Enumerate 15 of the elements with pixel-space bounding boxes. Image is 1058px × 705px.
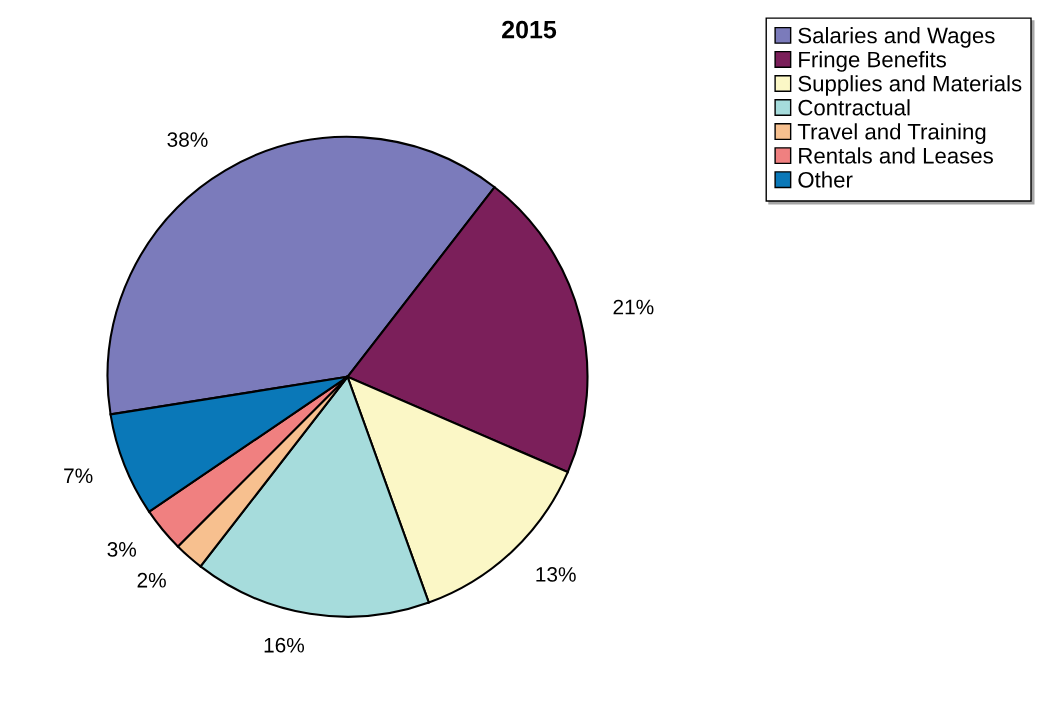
legend-label: Other xyxy=(798,171,853,188)
legend-label: Contractual xyxy=(798,99,910,116)
legend-label: Fringe Benefits xyxy=(799,51,946,72)
data-label: 16% xyxy=(264,637,305,653)
data-label: 3% xyxy=(107,542,137,557)
legend-label: Rentals and Leases xyxy=(799,147,993,164)
chart-title: 2015 xyxy=(502,20,557,39)
legend-label: Supplies and Materials xyxy=(798,75,1022,96)
legend-label: Salaries and Wages xyxy=(798,27,995,48)
data-label: 7% xyxy=(64,468,93,484)
data-label: 13% xyxy=(536,567,576,582)
data-label: 2% xyxy=(137,572,166,588)
legend-label: Travel and Training xyxy=(797,123,986,144)
data-label: 21% xyxy=(613,299,654,315)
data-label: 38% xyxy=(167,132,208,147)
